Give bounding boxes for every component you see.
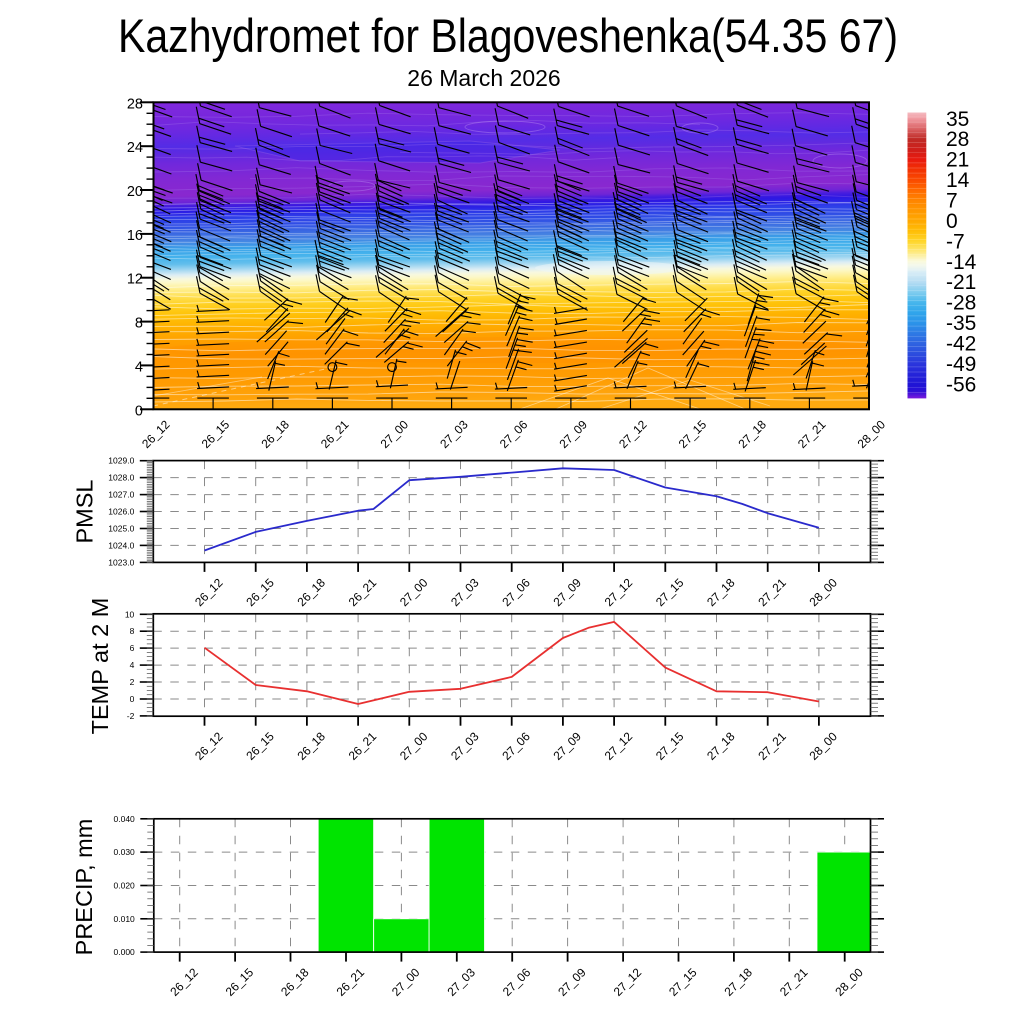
- svg-text:12: 12: [127, 272, 143, 288]
- svg-text:0: 0: [946, 210, 958, 233]
- svg-text:0.000: 0.000: [114, 947, 136, 957]
- svg-text:PMSL: PMSL: [72, 480, 98, 544]
- svg-text:1023.0: 1023.0: [108, 557, 134, 567]
- svg-text:1025.0: 1025.0: [108, 524, 134, 534]
- svg-text:28: 28: [127, 96, 143, 112]
- svg-text:16: 16: [127, 228, 143, 244]
- svg-text:35: 35: [946, 108, 969, 131]
- svg-text:0.010: 0.010: [114, 914, 136, 924]
- svg-text:-28: -28: [946, 292, 976, 315]
- svg-text:8: 8: [135, 316, 143, 332]
- svg-text:4: 4: [130, 660, 135, 670]
- svg-text:-21: -21: [946, 271, 976, 294]
- svg-text:-56: -56: [946, 373, 976, 396]
- svg-text:21: 21: [946, 149, 969, 172]
- svg-text:-35: -35: [946, 312, 976, 335]
- svg-text:-2: -2: [127, 711, 135, 721]
- svg-text:28: 28: [946, 128, 969, 151]
- svg-text:7: 7: [946, 190, 958, 213]
- svg-text:-14: -14: [946, 251, 977, 274]
- svg-text:4: 4: [135, 359, 143, 375]
- svg-text:20: 20: [127, 184, 143, 200]
- svg-text:14: 14: [946, 169, 970, 192]
- svg-text:0.030: 0.030: [114, 847, 136, 857]
- svg-text:0.020: 0.020: [114, 881, 136, 891]
- svg-text:TEMP at 2 M: TEMP at 2 M: [87, 598, 113, 735]
- svg-text:26 March 2026: 26 March 2026: [407, 65, 560, 91]
- svg-text:1026.0: 1026.0: [108, 507, 134, 517]
- svg-text:0: 0: [135, 403, 143, 419]
- svg-text:1028.0: 1028.0: [108, 473, 134, 483]
- svg-text:-7: -7: [946, 230, 965, 253]
- svg-text:PRECIP, mm: PRECIP, mm: [71, 819, 97, 956]
- svg-text:-49: -49: [946, 353, 976, 376]
- svg-text:1027.0: 1027.0: [108, 490, 134, 500]
- svg-text:8: 8: [130, 626, 135, 636]
- svg-text:1029.0: 1029.0: [108, 456, 134, 466]
- svg-text:10: 10: [125, 609, 135, 619]
- svg-text:Kazhydromet for Blagoveshenka(: Kazhydromet for Blagoveshenka(54.35 67): [118, 9, 898, 62]
- svg-text:2: 2: [130, 677, 135, 687]
- svg-text:-42: -42: [946, 333, 976, 356]
- svg-text:24: 24: [127, 140, 143, 156]
- svg-text:0.040: 0.040: [114, 814, 136, 824]
- svg-text:0: 0: [130, 694, 135, 704]
- svg-text:6: 6: [130, 643, 135, 653]
- svg-text:1024.0: 1024.0: [108, 540, 134, 550]
